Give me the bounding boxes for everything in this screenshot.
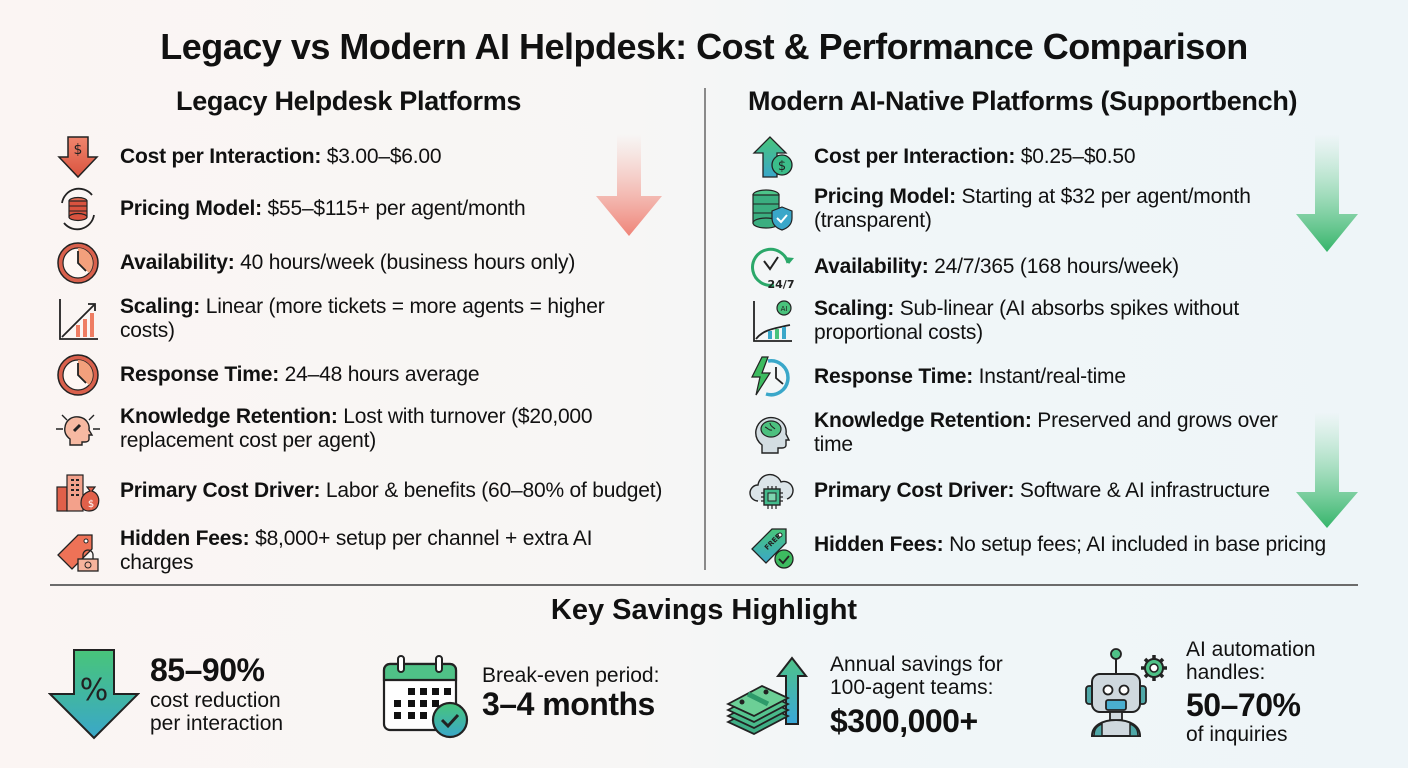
svg-text:%: % <box>80 673 109 708</box>
legacy-heading: Legacy Helpdesk Platforms <box>176 86 522 116</box>
dollar-up-arrow-icon: $ <box>744 132 800 182</box>
modern-item-availability: 24/7 Availability: 24/7/365 (168 hours/w… <box>744 242 1179 292</box>
green-down-arrow-icon <box>1296 134 1358 252</box>
modern-item-cost: $ Cost per Interaction: $0.25–$0.50 <box>744 132 1136 182</box>
sublinear-chart-ai-icon: AI <box>744 296 800 346</box>
vertical-divider <box>704 88 706 570</box>
legacy-item-cost-driver: $ Primary Cost Driver: Labor & benefits … <box>50 466 662 516</box>
highlight-break-even: Break-even period: 3–4 months <box>380 654 659 740</box>
lightning-clock-icon <box>744 352 800 402</box>
modern-item-response: Response Time: Instant/real-time <box>744 352 1126 402</box>
legacy-item-hidden-fees: Hidden Fees: $8,000+ setup per channel +… <box>50 526 660 576</box>
legacy-item-cost: $ Cost per Interaction: $3.00–$6.00 <box>50 132 442 182</box>
dollar-down-arrow-icon: $ <box>50 132 106 182</box>
svg-text:$: $ <box>778 159 786 174</box>
modern-item-scaling: AI Scaling: Sub-linear (AI absorbs spike… <box>744 296 1304 346</box>
clock-icon <box>50 238 106 288</box>
page-title: Legacy vs Modern AI Helpdesk: Cost & Per… <box>160 26 1248 67</box>
legacy-item-scaling: Scaling: Linear (more tickets = more age… <box>50 294 640 344</box>
legacy-item-knowledge: Knowledge Retention: Lost with turnover … <box>50 404 640 454</box>
percent-down-arrow-icon: % <box>48 648 140 740</box>
svg-text:AI: AI <box>781 305 788 313</box>
robot-gear-icon <box>1080 644 1176 740</box>
legacy-item-pricing: Pricing Model: $55–$115+ per agent/month <box>50 184 526 234</box>
modern-heading: Modern AI-Native Platforms (Supportbench… <box>748 86 1298 116</box>
svg-text:$: $ <box>74 142 83 158</box>
clock-icon <box>50 350 106 400</box>
highlight-ai-automation: AI automation handles: 50–70% of inquiri… <box>1080 638 1316 746</box>
head-broken-link-icon <box>50 404 106 454</box>
legacy-item-availability: Availability: 40 hours/week (business ho… <box>50 238 575 288</box>
highlight-annual-savings: Annual savings for 100-agent teams: $300… <box>722 650 1003 742</box>
horizontal-divider <box>50 584 1358 586</box>
database-shield-icon <box>744 184 800 234</box>
head-brain-icon <box>744 408 800 458</box>
modern-item-knowledge: Knowledge Retention: Preserved and grows… <box>744 408 1284 458</box>
cloud-chip-icon <box>744 466 800 516</box>
linear-growth-chart-icon <box>50 294 106 344</box>
modern-item-hidden-fees: FREE Hidden Fees: No setup fees; AI incl… <box>744 520 1326 570</box>
clock-24-7-icon: 24/7 <box>744 242 800 292</box>
building-money-bag-icon: $ <box>50 466 106 516</box>
price-tag-lock-icon <box>50 526 106 576</box>
calendar-check-icon <box>380 654 472 740</box>
coin-stack-cycle-icon <box>50 184 106 234</box>
key-savings-heading: Key Savings Highlight <box>550 594 858 626</box>
money-stack-up-arrow-icon <box>722 650 820 742</box>
free-tag-check-icon: FREE <box>744 520 800 570</box>
green-down-arrow-icon <box>1296 412 1358 528</box>
highlight-cost-reduction: % 85–90% cost reduction per interaction <box>48 648 283 740</box>
modern-item-cost-driver: Primary Cost Driver: Software & AI infra… <box>744 466 1270 516</box>
legacy-item-response: Response Time: 24–48 hours average <box>50 350 480 400</box>
svg-text:24/7: 24/7 <box>768 278 795 291</box>
modern-item-pricing: Pricing Model: Starting at $32 per agent… <box>744 184 1304 234</box>
svg-text:$: $ <box>88 499 94 510</box>
red-down-arrow-icon <box>596 134 662 236</box>
